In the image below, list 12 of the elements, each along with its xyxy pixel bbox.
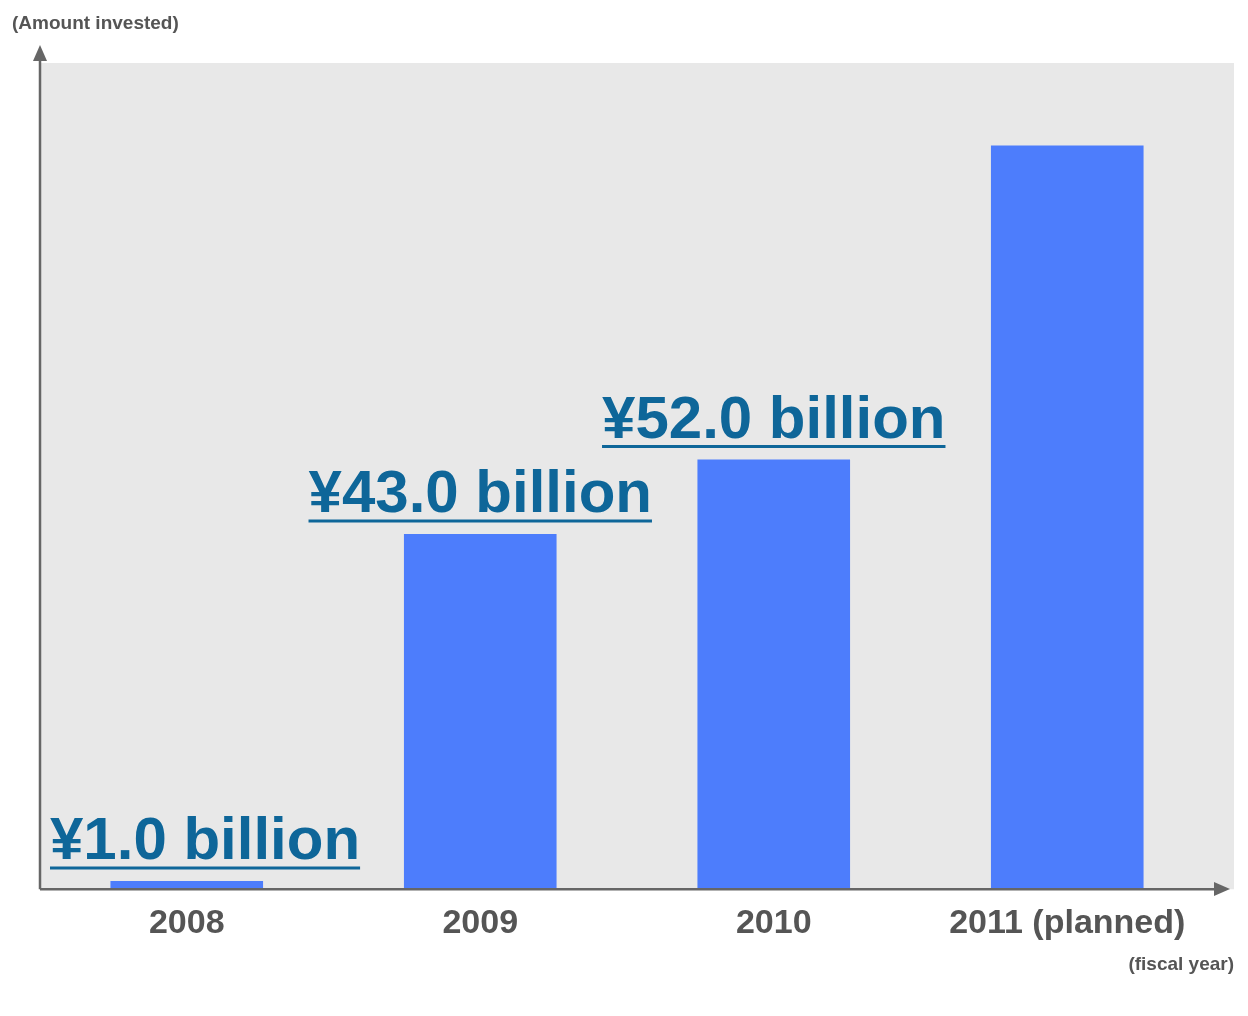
x-tick-label: 2010 [735, 901, 812, 940]
bar [990, 145, 1144, 890]
data-label: ¥43.0 billion [308, 457, 652, 525]
x-tick-label: 2011 (planned) [949, 901, 1186, 940]
x-axis-title: (fiscal year) [1128, 952, 1234, 974]
data-label: ¥1.0 billion [50, 804, 361, 872]
data-label: ¥52.0 billion [602, 383, 946, 451]
bar [403, 533, 557, 890]
x-tick-label: 2008 [148, 901, 225, 940]
text: (Amount invested) [12, 12, 179, 34]
x-tick-label: 2009 [442, 901, 519, 940]
bar [697, 459, 851, 890]
